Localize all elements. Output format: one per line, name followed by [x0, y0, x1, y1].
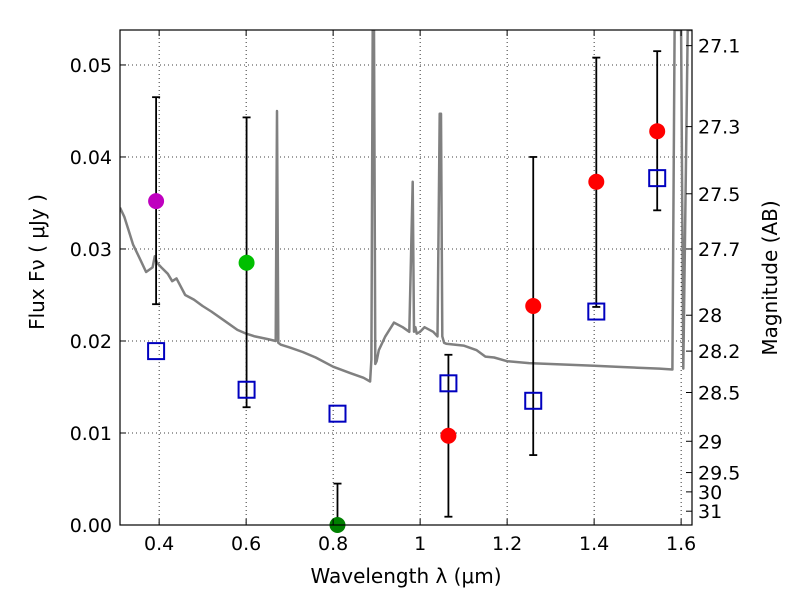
plot-frame	[119, 29, 693, 526]
magnitude-tick-label: 27.1	[698, 36, 740, 58]
magnitude-tick-label: 29.5	[698, 463, 740, 485]
observed-point-marker	[588, 173, 605, 190]
magnitude-tick-label: 30	[698, 482, 722, 504]
x-tick-label: 0.4	[144, 533, 174, 555]
model-square-marker	[524, 391, 543, 410]
grid	[120, 30, 692, 526]
model-square-marker	[237, 380, 256, 399]
magnitude-tick-label: 31	[698, 501, 722, 523]
model-square-marker	[439, 374, 458, 393]
observed-point-marker	[148, 193, 165, 210]
magnitude-tick-label: 27.5	[698, 184, 740, 206]
axes: 0.4 0.6 0.8 1 1.2 1.4 1.6 0.00 0.01 0.02 0.03 0.04 0…	[70, 29, 740, 555]
plot-area	[120, 30, 692, 533]
model-square-marker	[587, 302, 606, 321]
observed-point-marker	[238, 254, 255, 271]
magnitude-tick-label: 29	[698, 431, 722, 453]
x-tick-label: 1.4	[579, 533, 609, 555]
x-axis-title: Wavelength λ (μm)	[310, 564, 501, 588]
y-tick-label: 0.00	[70, 515, 112, 537]
x-tick-label: 1	[414, 533, 426, 555]
y-tick-label: 0.03	[70, 239, 112, 261]
y-axis-title-right: Magnitude (AB)	[758, 200, 782, 355]
magnitude-tick-label: 28.5	[698, 383, 740, 405]
x-tick-label: 0.6	[231, 533, 261, 555]
model-square-marker	[147, 342, 166, 361]
observed-point-marker	[440, 427, 457, 444]
magnitude-tick-label: 27.7	[698, 239, 740, 261]
model-square-marker	[328, 404, 347, 423]
magnitude-tick-label: 27.3	[698, 117, 740, 139]
magnitude-tick-label: 28.2	[698, 341, 740, 363]
x-tick-label: 1.2	[492, 533, 522, 555]
y-axis-title: Flux Fν ( μJy )	[25, 194, 49, 330]
y-tick-label: 0.01	[70, 423, 112, 445]
magnitude-tick-label: 28	[698, 305, 722, 327]
x-tick-label: 0.8	[318, 533, 348, 555]
observed-point-marker	[525, 298, 542, 315]
model-square-marker	[648, 169, 667, 188]
y-tick-label: 0.05	[70, 55, 112, 77]
x-tick-label: 1.6	[666, 533, 696, 555]
spectrum-line	[120, 30, 692, 383]
y-tick-label: 0.02	[70, 331, 112, 353]
y-tick-label: 0.04	[70, 147, 112, 169]
plot-content	[120, 30, 692, 525]
observed-point-marker	[649, 123, 666, 140]
